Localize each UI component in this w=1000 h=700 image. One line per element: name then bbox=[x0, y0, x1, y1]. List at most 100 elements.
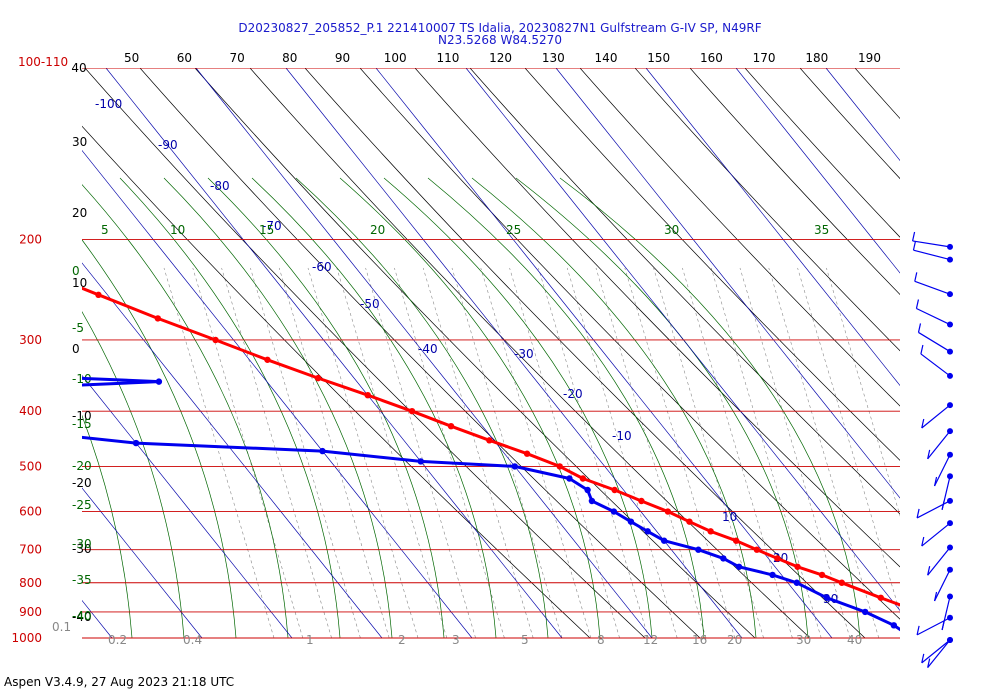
wind-barb-staff bbox=[927, 547, 951, 576]
mixing-ratio-label: 40 bbox=[847, 633, 862, 647]
dewpoint-point bbox=[735, 563, 743, 570]
moist-adiabat bbox=[339, 177, 601, 639]
temperature-point bbox=[732, 537, 740, 544]
wind-barb-staff bbox=[934, 569, 951, 602]
dewpoint-point bbox=[566, 475, 573, 482]
moist-adiabat-label: -10 bbox=[72, 372, 92, 386]
dry-adiabat bbox=[689, 68, 900, 295]
left-temp-label: -10 bbox=[72, 409, 92, 423]
dry-adiabat bbox=[304, 68, 866, 639]
dry-adiabat bbox=[414, 68, 900, 568]
isotherm-label: -20 bbox=[563, 387, 583, 401]
mixing-ratio-line bbox=[221, 267, 332, 639]
dewpoint-point bbox=[823, 594, 831, 601]
dewpoint-point bbox=[584, 486, 591, 494]
moist-adiabat-label: -25 bbox=[72, 498, 92, 512]
temperature-point bbox=[753, 546, 761, 553]
isotherm-label: -100 bbox=[95, 97, 122, 111]
wind-barb-staff bbox=[921, 639, 951, 664]
wind-barb-staff bbox=[927, 639, 951, 669]
temperature-point bbox=[95, 291, 102, 299]
temperature-point bbox=[611, 486, 618, 494]
isotherm-label: -90 bbox=[158, 138, 178, 152]
theta-tick-label: 190 bbox=[858, 51, 881, 65]
wind-barb-staff bbox=[918, 331, 951, 353]
theta-tick-label: 110 bbox=[436, 51, 459, 65]
isotherm bbox=[195, 68, 653, 639]
isotherm bbox=[82, 149, 473, 639]
moist-adiabat bbox=[207, 177, 445, 639]
mixing-ratio-line bbox=[250, 267, 361, 639]
theta-e-label: 30 bbox=[664, 223, 679, 237]
theta-e-label: 35 bbox=[814, 223, 829, 237]
wind-barb-staff bbox=[916, 617, 951, 636]
dry-adiabat bbox=[744, 68, 900, 238]
isotherm bbox=[82, 262, 383, 639]
theta-e-label: 25 bbox=[506, 223, 521, 237]
dewpoint-point bbox=[720, 555, 727, 562]
moist-adiabat bbox=[82, 414, 133, 639]
dewpoint-point bbox=[644, 528, 651, 535]
moist-adiabat bbox=[559, 177, 861, 639]
wind-barbs bbox=[911, 231, 953, 669]
theta-tick-label: 70 bbox=[229, 51, 244, 65]
temperature-point bbox=[972, 629, 978, 635]
mixing-ratio-label: 2 bbox=[398, 633, 406, 647]
moist-adiabat bbox=[119, 177, 341, 639]
mixing-ratio-line bbox=[624, 267, 736, 639]
left-temp-label: -30 bbox=[72, 542, 92, 556]
theta-tick-label: 120 bbox=[489, 51, 512, 65]
wind-barb-staff bbox=[912, 240, 951, 248]
wind-barb-flag bbox=[911, 231, 916, 242]
isotherm-label: -40 bbox=[418, 342, 438, 356]
wind-barb-staff bbox=[916, 500, 951, 519]
wind-barb-flag bbox=[941, 620, 945, 631]
mixing-ratio-line bbox=[682, 267, 793, 639]
pressure-label: 300 bbox=[19, 333, 42, 347]
temperature-point bbox=[916, 609, 922, 615]
left-temp-label: 20 bbox=[72, 206, 87, 220]
wind-barb-flag bbox=[914, 272, 918, 282]
moist-adiabat-label: -35 bbox=[72, 573, 92, 587]
left-temp-label: -40 bbox=[72, 610, 92, 624]
dewpoint-point bbox=[861, 608, 869, 616]
temperature-point bbox=[954, 622, 960, 628]
wind-barb-flag bbox=[927, 566, 931, 576]
temperature-point bbox=[838, 579, 846, 586]
moist-adiabat bbox=[471, 177, 757, 639]
mixing-ratio-line bbox=[480, 267, 592, 639]
isotherm-label: -80 bbox=[210, 179, 230, 193]
temperature-point bbox=[447, 422, 455, 430]
isotherm bbox=[645, 68, 900, 387]
isotherm bbox=[465, 68, 900, 612]
temperature-point bbox=[638, 497, 645, 505]
wind-barb-flag bbox=[933, 591, 938, 602]
theta-e-label: 15 bbox=[259, 223, 274, 237]
dewpoint-point bbox=[0, 385, 6, 391]
theta-tick-label: 140 bbox=[595, 51, 618, 65]
dry-adiabat bbox=[634, 68, 900, 352]
pressure-label: 600 bbox=[19, 505, 42, 519]
wind-barb-staff bbox=[914, 280, 951, 295]
wind-barb-flag bbox=[927, 449, 931, 459]
temperature-point bbox=[818, 571, 826, 579]
wind-barb-staff bbox=[927, 430, 951, 460]
temperature-point bbox=[982, 635, 988, 641]
isotherm-label: -30 bbox=[514, 347, 534, 361]
isotherm-label: -10 bbox=[612, 429, 632, 443]
dewpoint-point bbox=[890, 622, 898, 629]
moist-adiabat bbox=[295, 177, 549, 639]
theta-tick-label: 90 bbox=[335, 51, 350, 65]
mixing-ratio-line bbox=[422, 267, 534, 639]
wind-barb-flag bbox=[921, 418, 925, 429]
isotherm-label: -60 bbox=[312, 260, 332, 274]
moist-adiabat bbox=[82, 239, 237, 639]
wind-barb-flag bbox=[927, 658, 931, 668]
temperature-line bbox=[82, 286, 900, 607]
top-pressure-label: 100-110 bbox=[18, 55, 68, 69]
wind-barb-flag bbox=[917, 323, 922, 333]
moist-adiabat bbox=[383, 177, 653, 639]
moist-adiabat bbox=[427, 177, 705, 639]
wind-barb-staff bbox=[916, 307, 951, 326]
